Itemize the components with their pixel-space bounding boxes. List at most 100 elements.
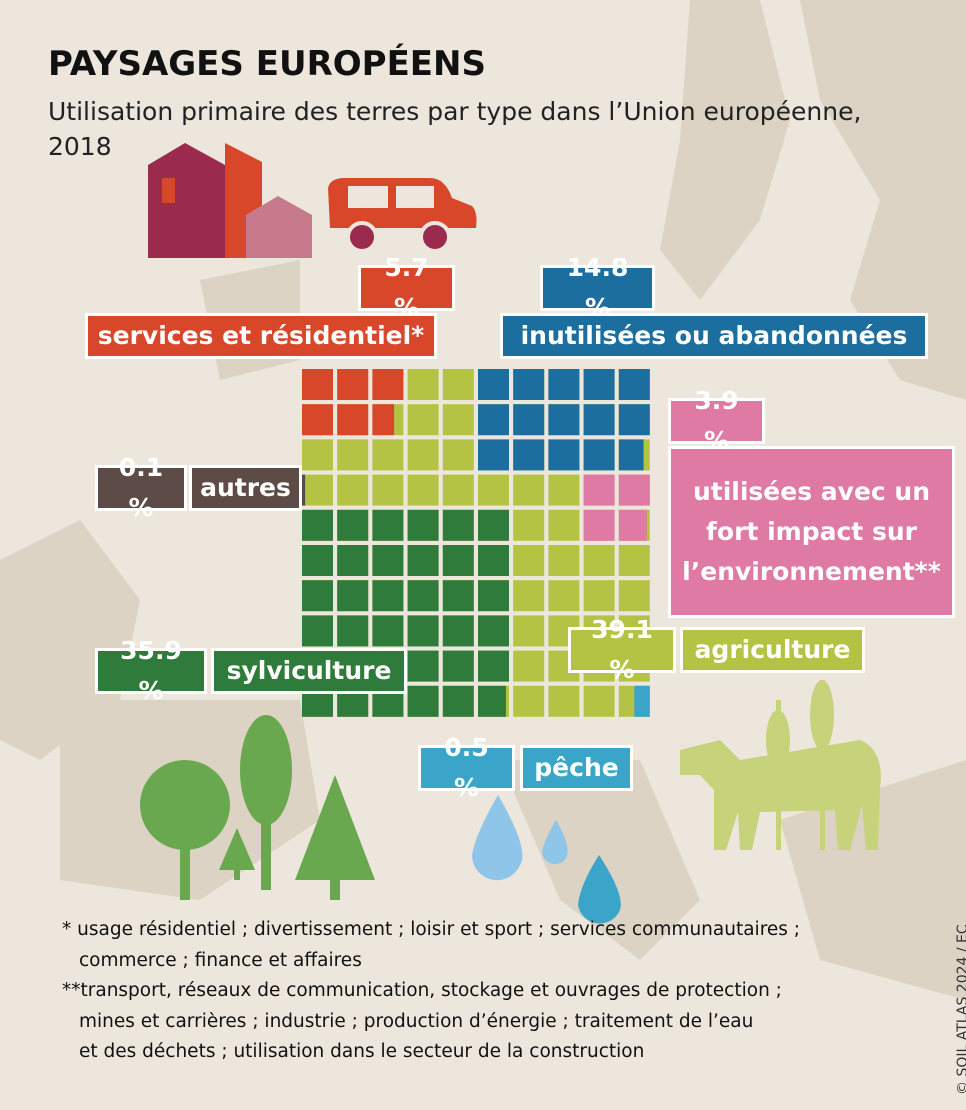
waffle-cell [618,580,650,612]
waffle-cell [372,404,395,436]
waffle-cell [442,439,474,471]
waffle-cell [442,509,474,541]
waffle-cell [548,580,580,612]
waffle-cell [372,615,404,647]
waffle-cell [372,439,404,471]
waffle-cell [337,474,369,506]
waffle-cell [513,404,545,436]
waffle-cell [372,545,404,576]
footnotes: * usage résidentiel ; divertissement ; l… [62,915,800,1068]
waffle-cell [442,474,474,506]
legend-label: agriculture [680,627,865,673]
legend-label: inutilisées ou abandonnées [500,313,928,359]
waffle-cell [478,545,509,576]
waffle-cell [442,404,474,436]
waffle-cell [583,580,615,612]
waffle-cell [337,580,369,612]
subtitle: Utilisation primaire des terres par type… [48,97,862,161]
waffle-cell [478,580,509,612]
waffle-cell [407,545,439,576]
waffle-cell [337,369,369,400]
value-label: 3.9 % [668,386,765,455]
icon-drops [471,795,621,924]
legend-label: pêche [520,745,633,791]
waffle-cell [442,369,474,400]
waffle-cell [478,650,509,682]
waffle-cell [337,545,369,576]
waffle-cell [513,685,545,717]
waffle-cell [302,615,333,647]
waffle-cell [634,685,650,717]
waffle-cell [618,545,650,576]
waffle-cell [583,404,615,436]
waffle-cell [618,439,644,471]
footnote: **transport, réseaux de communication, s… [62,980,782,1002]
waffle-cell [407,509,439,541]
waffle-cell [513,509,545,541]
waffle-cell [583,545,615,576]
waffle-cell [442,685,474,717]
footnote: mines et carrières ; industrie ; product… [79,1010,754,1032]
waffle-cell [442,580,474,612]
waffle-cell [407,404,439,436]
waffle-cell [407,474,439,506]
value-label: 5.7 % [358,253,455,322]
credit: © SOIL ATLAS 2024 / EC [955,924,966,1095]
waffle-cell [548,474,580,506]
waffle-cell [618,404,650,436]
waffle-cell [372,580,404,612]
value-label: 0.1 % [95,453,187,522]
waffle-cell [442,650,474,682]
waffle-cell [478,474,509,506]
waffle-cell [618,474,650,506]
waffle-cell [583,509,615,541]
waffle-cell [618,369,650,400]
waffle-cell [513,439,545,471]
waffle-cell [618,509,647,541]
waffle-cell [442,545,474,576]
waffle-cell [548,439,580,471]
waffle-cell [407,650,439,682]
waffle-cell [513,474,545,506]
waffle-cell [337,404,369,436]
waffle-cell [407,615,439,647]
footnote: commerce ; finance et affaires [79,949,362,971]
waffle-cell [583,369,615,400]
waffle-cell [372,509,404,541]
waffle-cell [548,509,580,541]
icon-car [328,178,477,253]
icon-trees [140,715,375,900]
waffle-cell [583,685,615,717]
waffle-cell [478,439,509,471]
waffle-cell [337,615,369,647]
waffle-cell [478,615,509,647]
icon-cow-wheat [680,680,881,850]
footnote: et des déchets ; utilisation dans le sec… [79,1041,645,1063]
waffle-cell [407,439,439,471]
waffle-cell [513,580,545,612]
title: PAYSAGES EUROPÉENS [48,44,486,84]
waffle-cell [302,404,333,436]
waffle-cell [442,615,474,647]
value-label: 14.8 % [540,253,655,322]
waffle-cell [478,404,509,436]
waffle-cell [302,545,333,576]
value-label: 0.5 % [418,733,515,802]
waffle-cell [302,474,333,506]
waffle-cell [548,404,580,436]
waffle-cell [478,369,509,400]
waffle-cell [478,685,506,717]
footnote: * usage résidentiel ; divertissement ; l… [62,919,801,940]
waffle-cell [302,439,333,471]
value-label: 39.1 % [568,615,676,684]
waffle-cell [513,369,545,400]
waffle-cell [513,545,545,576]
waffle-cell [583,474,615,506]
legend-label: sylviculture [211,648,407,694]
waffle-cell [548,369,580,400]
legend-label: services et résidentiel* [85,313,437,359]
waffle-cell [583,439,615,471]
value-label: 35.9 % [95,636,207,705]
